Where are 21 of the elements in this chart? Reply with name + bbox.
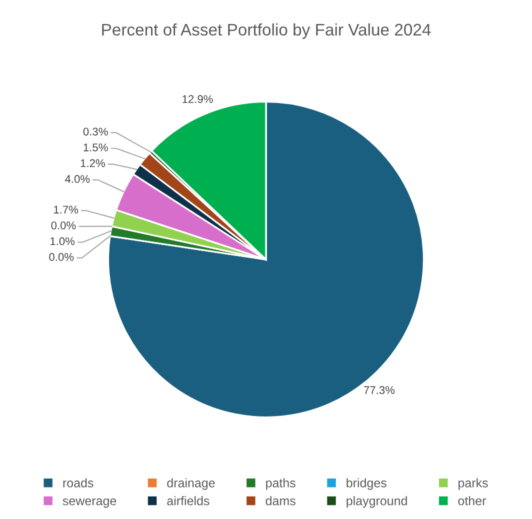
data-label: 1.5% — [84, 144, 108, 152]
data-label: 1.7% — [54, 206, 78, 214]
data-label: 12.9% — [182, 95, 213, 104]
data-label: 1.0% — [50, 237, 75, 246]
legend-label: sewerage — [62, 498, 116, 508]
text: 0.0% — [49, 253, 74, 261]
text: 0.0% — [51, 222, 76, 230]
data-label: 0.3% — [83, 128, 108, 136]
legend-label: airfields — [167, 496, 210, 506]
legend-label: bridges — [346, 478, 386, 490]
legend-label: other — [458, 496, 486, 506]
legend-label: parks — [458, 478, 488, 490]
legend-label: paths — [266, 478, 296, 490]
data-label: 4.0% — [64, 175, 90, 183]
data-label: 77.3% — [364, 386, 395, 394]
chart-title: Percent of Asset Portfolio by Fair Value 2024 — [102, 23, 431, 39]
data-label: 1.2% — [80, 159, 105, 168]
legend-label: dams — [266, 496, 296, 506]
legend-label: playground — [346, 496, 407, 508]
legend-label: roads — [63, 478, 94, 488]
legend-label: drainage — [167, 478, 215, 490]
